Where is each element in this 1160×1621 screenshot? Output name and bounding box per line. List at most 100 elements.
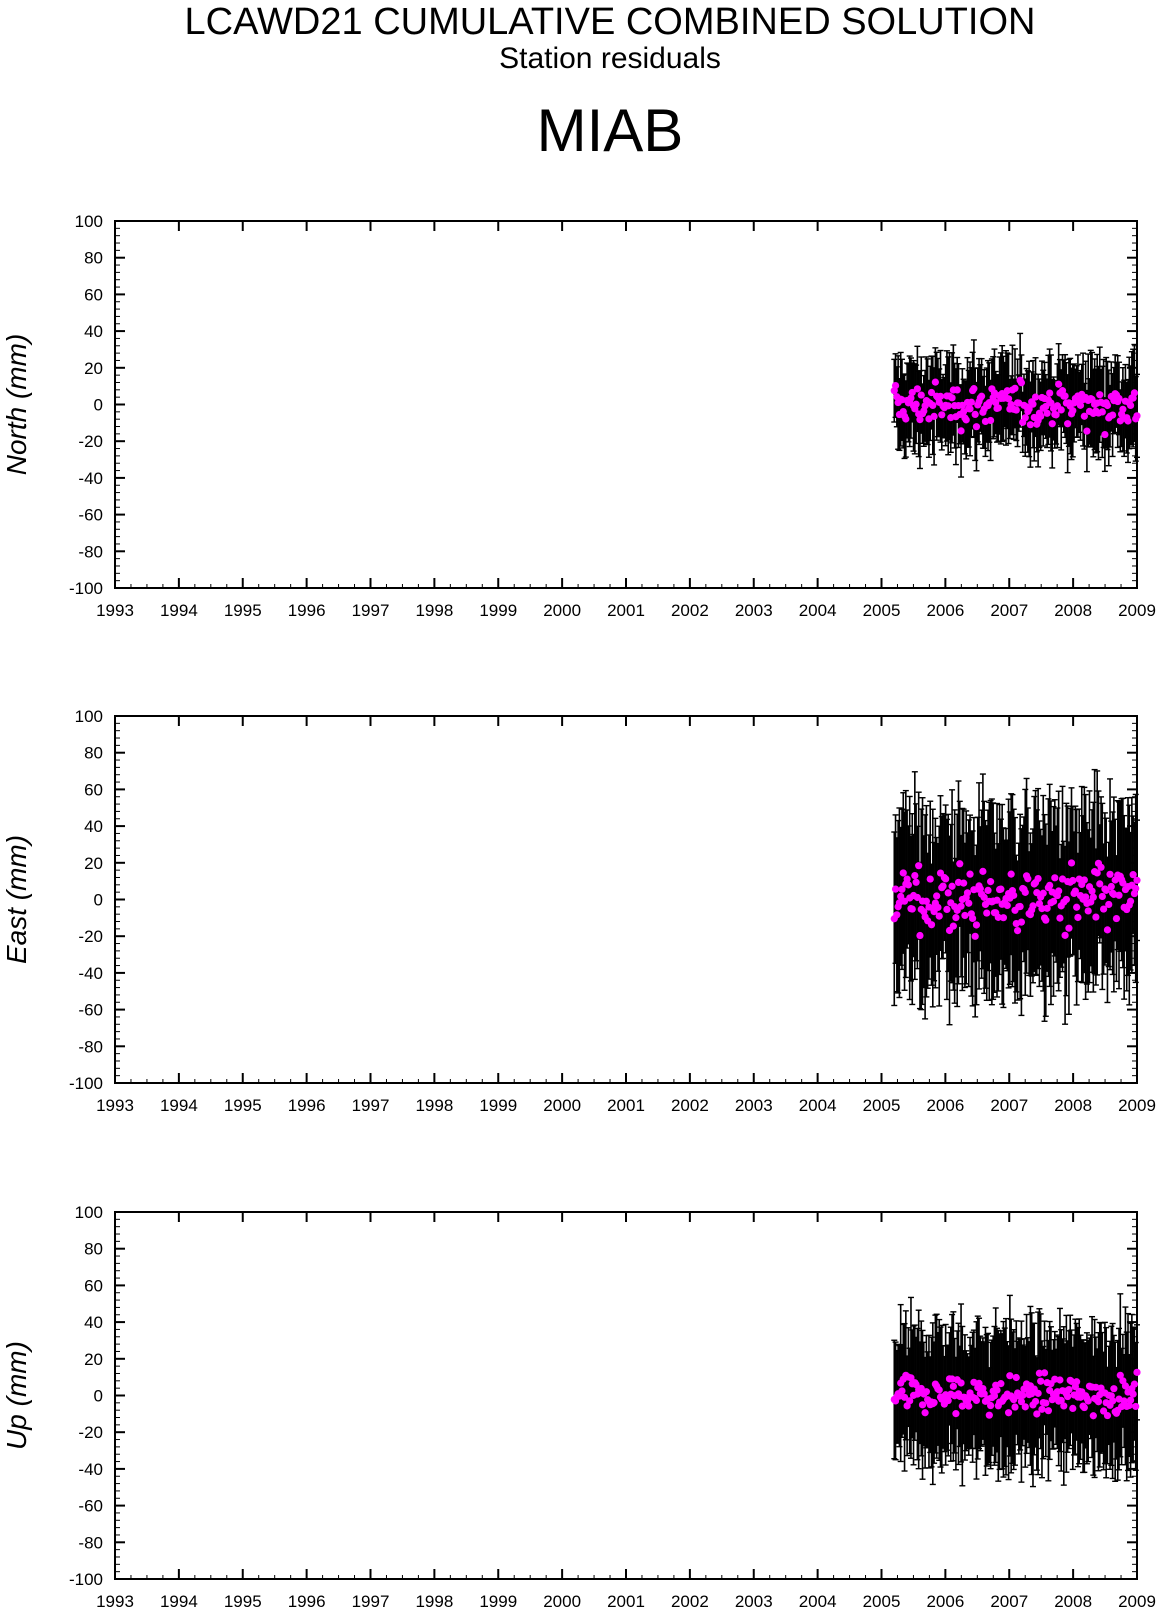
x-tick-label: 2001 bbox=[607, 1592, 645, 1611]
data-point bbox=[969, 914, 977, 923]
data-point bbox=[971, 932, 979, 940]
data-point bbox=[961, 911, 969, 920]
data-point bbox=[997, 885, 1005, 893]
x-tick-label: 2004 bbox=[799, 601, 837, 620]
x-tick-label: 1994 bbox=[160, 1096, 198, 1115]
data-point bbox=[1073, 1378, 1081, 1386]
data-point bbox=[1103, 401, 1112, 410]
data-point bbox=[930, 1399, 938, 1407]
data-point bbox=[1056, 1376, 1064, 1384]
x-tick-label: 1993 bbox=[96, 1592, 134, 1611]
y-tick-label: -80 bbox=[78, 542, 103, 561]
data-point bbox=[1039, 889, 1047, 897]
x-tick-label: 2005 bbox=[863, 1096, 901, 1115]
data-point bbox=[1130, 389, 1139, 397]
data-point bbox=[994, 913, 1002, 921]
chart-main-title: LCAWD21 CUMULATIVE COMBINED SOLUTION bbox=[184, 1, 1036, 43]
data-point bbox=[952, 914, 960, 922]
data-point bbox=[935, 1386, 943, 1394]
x-tick-label: 2009 bbox=[1118, 601, 1156, 620]
y-tick-label: -60 bbox=[78, 506, 103, 525]
data-point bbox=[899, 869, 907, 877]
data-point bbox=[1126, 1396, 1135, 1404]
data-point bbox=[1093, 869, 1101, 877]
data-point bbox=[1076, 401, 1085, 409]
x-tick-label: 2000 bbox=[543, 601, 581, 620]
data-point bbox=[1069, 876, 1077, 885]
data-point bbox=[1117, 1402, 1126, 1411]
y-tick-label: 100 bbox=[75, 707, 103, 726]
data-point bbox=[994, 404, 1002, 412]
data-point bbox=[1096, 391, 1104, 399]
data-point bbox=[917, 1384, 925, 1393]
data-point bbox=[990, 1392, 999, 1400]
data-point bbox=[913, 385, 921, 393]
x-tick-label: 2005 bbox=[863, 601, 901, 620]
data-point bbox=[1074, 913, 1082, 922]
data-point bbox=[1042, 402, 1050, 411]
data-point bbox=[980, 1390, 988, 1398]
panel-east: 1993 1994 1995 1996 1997 1998 1999 2000 2001 2002… bbox=[1, 707, 1156, 1115]
data-point bbox=[1102, 886, 1110, 894]
data-point bbox=[907, 1374, 915, 1382]
data-point bbox=[1124, 417, 1132, 425]
data-point bbox=[936, 392, 945, 400]
data-point bbox=[1012, 1373, 1020, 1382]
x-tick-label: 1996 bbox=[288, 601, 326, 620]
data-point bbox=[900, 1393, 909, 1401]
x-tick-label: 2006 bbox=[926, 1592, 964, 1611]
x-tick-label: 1998 bbox=[415, 1592, 453, 1611]
data-point bbox=[1040, 1369, 1049, 1377]
data-point bbox=[1129, 1390, 1137, 1398]
x-tick-label: 2002 bbox=[671, 601, 709, 620]
data-point bbox=[966, 405, 974, 413]
data-point bbox=[999, 914, 1008, 922]
data-point bbox=[1021, 888, 1029, 896]
y-tick-label: 40 bbox=[84, 322, 103, 341]
x-tick-label: 1995 bbox=[224, 1096, 262, 1115]
data-point bbox=[1098, 892, 1106, 901]
data-point bbox=[1025, 405, 1033, 413]
data-point bbox=[1031, 393, 1040, 401]
data-point bbox=[1107, 882, 1115, 891]
y-tick-label: -100 bbox=[69, 1570, 103, 1589]
data-point bbox=[1132, 884, 1140, 893]
x-tick-label: 2008 bbox=[1054, 601, 1092, 620]
data-point bbox=[1082, 893, 1090, 901]
data-point bbox=[971, 410, 979, 418]
data-point bbox=[1017, 1398, 1026, 1406]
data-point bbox=[1106, 870, 1114, 878]
data-point bbox=[906, 1397, 914, 1405]
data-point bbox=[1013, 926, 1022, 935]
data-point bbox=[1021, 1403, 1029, 1411]
data-point bbox=[1029, 902, 1037, 910]
x-tick-label: 2001 bbox=[607, 601, 645, 620]
data-point bbox=[1096, 880, 1104, 888]
data-point bbox=[1069, 407, 1077, 415]
data-point bbox=[972, 921, 981, 929]
x-tick-label: 2009 bbox=[1118, 1096, 1156, 1115]
data-point bbox=[980, 893, 988, 901]
data-point bbox=[1094, 1398, 1103, 1406]
data-point bbox=[1080, 412, 1088, 420]
data-point bbox=[1034, 874, 1042, 883]
data-point bbox=[1120, 1397, 1128, 1405]
x-tick-label: 2004 bbox=[799, 1592, 837, 1611]
data-point bbox=[1084, 907, 1092, 915]
data-point bbox=[1101, 430, 1109, 439]
x-tick-label: 2008 bbox=[1054, 1592, 1092, 1611]
data-point bbox=[948, 394, 956, 402]
data-point bbox=[1115, 394, 1123, 403]
panel-up: 1993 1994 1995 1996 1997 1998 1999 2000 2001 2002… bbox=[1, 1203, 1156, 1611]
data-point bbox=[908, 388, 916, 397]
y-tick-label: 100 bbox=[75, 212, 103, 231]
x-tick-label: 2004 bbox=[799, 1096, 837, 1115]
x-tick-label: 1999 bbox=[479, 1096, 517, 1115]
data-point bbox=[1060, 1402, 1068, 1410]
data-point bbox=[1034, 1389, 1042, 1397]
data-point bbox=[1108, 1397, 1117, 1405]
x-tick-label: 1997 bbox=[352, 601, 390, 620]
data-point bbox=[967, 398, 975, 406]
data-point bbox=[1051, 874, 1059, 882]
